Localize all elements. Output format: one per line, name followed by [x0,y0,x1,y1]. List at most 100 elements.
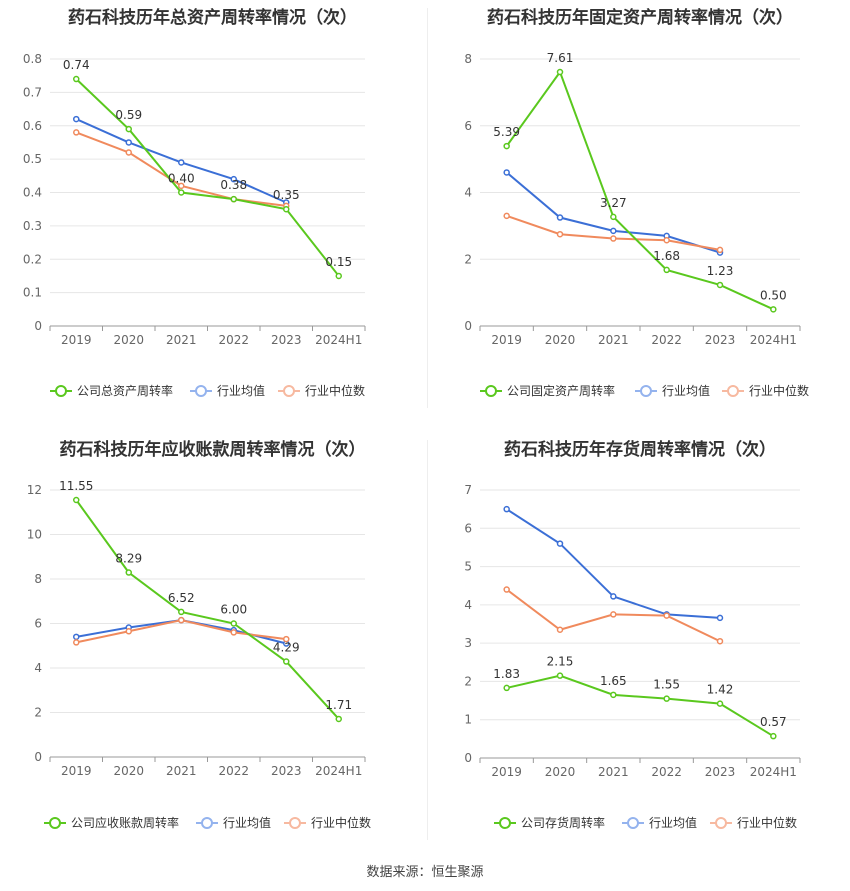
panel-divider-bottom [427,440,428,840]
x-tick-label: 2021 [166,333,197,347]
data-point [125,628,132,635]
x-tick-label: 2019 [61,764,92,778]
y-tick-label: 0.5 [23,152,42,166]
data-point [335,272,342,280]
data-point [663,236,670,244]
data-point [283,635,290,643]
data-point [503,505,510,513]
data-point [716,281,724,289]
data-label: 6.00 [220,603,247,617]
x-tick-label: 2019 [61,333,92,347]
y-tick-label: 4 [464,598,472,612]
legend-label: 行业中位数 [737,815,797,830]
y-tick-label: 0.7 [23,85,42,99]
x-tick-label: 2024H1 [750,765,797,779]
series-line [506,508,721,619]
data-point [556,626,564,633]
x-tick-label: 2023 [705,333,736,347]
data-point [610,235,617,242]
x-tick-label: 2024H1 [315,333,362,347]
legend-label: 行业中位数 [749,383,809,398]
data-point [716,614,724,622]
data-point [125,139,132,146]
chart-title: 药石科技历年存货周转率情况（次） [504,440,776,460]
data-point [503,586,510,593]
data-point [230,175,237,183]
legend-label: 公司应收账款周转率 [71,815,179,830]
y-tick-label: 8 [464,52,472,66]
data-point [73,633,80,641]
data-label: 0.59 [115,108,142,122]
data-point [556,672,564,679]
data-label: 0.15 [325,255,352,269]
chart-title: 药石科技历年总资产周转率情况（次） [68,8,357,28]
y-tick-label: 5 [464,560,472,574]
series-line [75,499,340,720]
y-tick-label: 0 [464,319,472,333]
data-point [73,115,80,123]
y-tick-label: 8 [34,572,42,586]
data-label: 0.38 [220,178,247,192]
data-label: 8.29 [115,552,142,566]
legend-label: 行业中位数 [311,815,371,830]
data-label: 0.50 [760,288,787,302]
x-tick-label: 2022 [651,765,682,779]
y-tick-label: 0 [34,750,42,764]
data-label: 0.57 [760,715,787,729]
x-tick-label: 2022 [218,333,249,347]
series-line [505,69,774,311]
data-point [230,629,237,636]
legend-marker [499,817,511,829]
chart-svg: 0 1 2 3 4 5 6 7 2019 2020 2021 2022 2023 2024H1 1.83 2.… [464,483,801,830]
data-point [503,169,510,176]
y-tick-label: 0.3 [23,219,42,233]
legend-marker [55,385,67,397]
data-label: 1.42 [707,683,734,697]
legend-label: 公司固定资产周转率 [507,383,615,398]
x-tick-label: 2019 [491,333,522,347]
y-tick-label: 0.1 [23,286,42,300]
x-tick-label: 2024H1 [315,764,362,778]
data-label: 1.55 [653,678,680,692]
data-label: 1.83 [493,667,520,681]
legend-marker [283,385,295,397]
data-point [610,611,617,618]
y-tick-label: 10 [27,528,42,542]
panel-divider-top [427,8,428,408]
data-source-note: 数据来源：恒生聚源 [366,865,484,880]
y-tick-label: 2 [34,706,42,720]
legend-marker [201,817,213,829]
data-label: 0.35 [273,188,300,202]
data-point [73,75,80,83]
legend-label: 公司总资产周转率 [77,383,173,398]
chart-svg: 0 0.1 0.2 0.3 0.4 0.5 0.6 0.7 0.8 2019 2020 2021 202… [23,52,366,398]
x-tick-label: 2022 [218,764,249,778]
data-label: 1.68 [653,249,680,263]
data-point [610,227,617,235]
data-point [663,695,670,702]
legend-label: 行业均值 [649,815,697,830]
data-point [610,213,617,221]
legend-marker [727,385,739,397]
data-point [125,125,132,133]
data-point [610,691,617,699]
legend-label: 行业均值 [217,383,265,398]
y-tick-label: 12 [27,483,42,497]
legend-marker [485,385,497,397]
series-line [506,674,774,738]
x-tick-label: 2020 [545,333,576,347]
legend-marker [640,385,652,397]
y-tick-label: 6 [464,119,472,133]
data-point [610,593,617,600]
data-label: 5.39 [493,125,520,139]
y-tick-label: 4 [464,186,472,200]
data-point [556,230,564,238]
y-tick-label: 6 [464,521,472,535]
data-point [73,496,80,504]
data-label: 4.29 [273,641,300,655]
legend-marker [195,385,207,397]
legend-marker [715,817,727,829]
chart-panel-inventory-turnover: 药石科技历年存货周转率情况（次） 0 1 2 3 4 5 6 7 2019 2020 2021 202… [430,432,850,862]
data-label: 1.65 [600,674,627,688]
data-point [283,658,290,665]
